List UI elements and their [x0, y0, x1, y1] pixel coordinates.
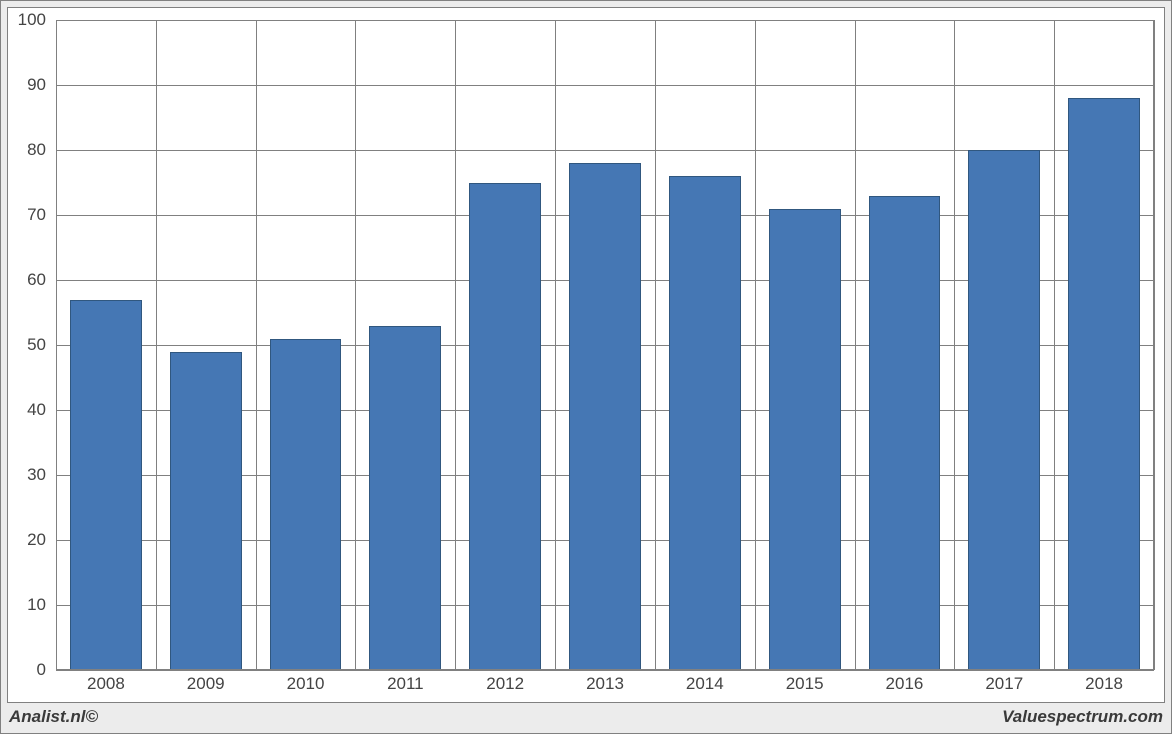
chart-frame: 0102030405060708090100 20082009201020112… [0, 0, 1172, 734]
x-tick-label: 2009 [187, 674, 225, 694]
y-tick-label: 20 [27, 530, 46, 550]
y-axis-labels: 0102030405060708090100 [8, 20, 52, 670]
y-tick-label: 70 [27, 205, 46, 225]
bar [70, 300, 142, 671]
bar [569, 163, 641, 670]
y-tick-label: 10 [27, 595, 46, 615]
bar [1068, 98, 1140, 670]
bar [968, 150, 1040, 670]
plot-container: 0102030405060708090100 20082009201020112… [7, 7, 1165, 703]
x-tick-label: 2016 [886, 674, 924, 694]
footer-right: Valuespectrum.com [1000, 707, 1165, 727]
x-tick-label: 2013 [586, 674, 624, 694]
gridline-h [56, 670, 1154, 671]
y-tick-label: 90 [27, 75, 46, 95]
x-tick-label: 2017 [985, 674, 1023, 694]
x-axis-labels: 2008 2009 2010 2011 2012 2013 2014 2015 2016 2017… [56, 672, 1154, 702]
y-tick-label: 40 [27, 400, 46, 420]
x-tick-label: 2015 [786, 674, 824, 694]
gridline-v [1154, 20, 1155, 670]
footer: Analist.nl© Valuespectrum.com [7, 705, 1165, 729]
y-tick-label: 0 [37, 660, 46, 680]
bar [270, 339, 342, 671]
bar [170, 352, 242, 671]
y-tick-label: 100 [18, 10, 46, 30]
y-tick-label: 30 [27, 465, 46, 485]
y-tick-label: 80 [27, 140, 46, 160]
y-tick-label: 60 [27, 270, 46, 290]
bar [369, 326, 441, 671]
bar [469, 183, 541, 671]
footer-left: Analist.nl© [7, 707, 100, 727]
x-tick-label: 2010 [287, 674, 325, 694]
x-tick-label: 2008 [87, 674, 125, 694]
bars-layer [56, 20, 1154, 670]
y-tick-label: 50 [27, 335, 46, 355]
x-tick-label: 2018 [1085, 674, 1123, 694]
plot-area [56, 20, 1154, 670]
bar [769, 209, 841, 671]
x-tick-label: 2012 [486, 674, 524, 694]
x-tick-label: 2014 [686, 674, 724, 694]
bar [869, 196, 941, 671]
x-tick-label: 2011 [387, 674, 424, 694]
bar [669, 176, 741, 670]
